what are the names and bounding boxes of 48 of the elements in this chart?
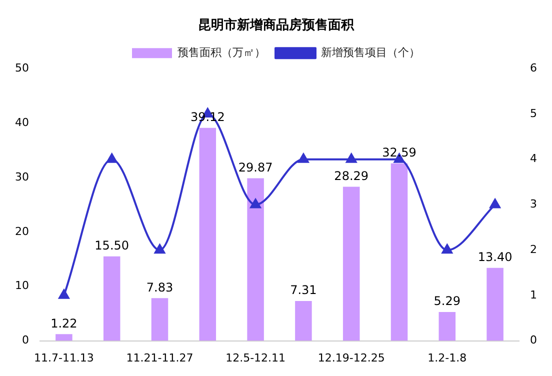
- point: [442, 244, 452, 254]
- bar: [247, 178, 264, 341]
- chart-title: 昆明市新增商品房预售面积: [198, 17, 355, 34]
- y-tick-label: 10: [14, 279, 29, 292]
- y-tick-label: 20: [14, 224, 29, 238]
- y2-tick-label: 5: [530, 106, 537, 120]
- y-tick-label: 0: [22, 334, 29, 347]
- bar: [103, 256, 120, 341]
- y2-tick-label: 3: [530, 198, 537, 211]
- point: [490, 198, 500, 208]
- data-label: 29.87: [238, 160, 273, 174]
- x-tick-label: 11.7-11.13: [34, 351, 94, 364]
- legend-label: 预售面积（万㎡）: [178, 46, 266, 59]
- bar: [295, 301, 312, 341]
- y-tick-label: 40: [14, 116, 29, 129]
- point: [154, 244, 166, 254]
- x-tick-label: 1.2-1.8: [428, 351, 467, 364]
- bar: [486, 268, 504, 341]
- y2-tick-label: 1: [530, 288, 537, 302]
- data-label: 7.31: [290, 283, 317, 298]
- y2-tick-label: 2: [530, 242, 537, 256]
- data-label: 5.29: [434, 294, 461, 308]
- point: [298, 153, 309, 163]
- point: [250, 198, 261, 208]
- data-label: 7.83: [146, 280, 174, 294]
- point: [346, 153, 357, 163]
- bar: [199, 128, 216, 341]
- y-tick-label: 50: [14, 61, 29, 74]
- bar: [342, 186, 360, 341]
- bar: [151, 298, 168, 341]
- data-label: 28.29: [334, 168, 369, 183]
- bar: [56, 334, 72, 341]
- point: [106, 153, 118, 163]
- data-label: 32.59: [382, 146, 416, 160]
- y2-tick-label: 6: [530, 61, 537, 74]
- data-label: 15.50: [94, 238, 130, 253]
- point: [58, 289, 70, 299]
- bar: [438, 312, 456, 341]
- x-tick-label: 11.21-11.27: [126, 351, 194, 364]
- data-label: 1.22: [50, 316, 78, 330]
- y-tick-label: 30: [14, 170, 29, 184]
- y2-tick-label: 4: [530, 152, 537, 166]
- x-tick-label: 12.5-12.11: [226, 351, 286, 364]
- x-tick-label: 12.19-12.25: [318, 351, 385, 364]
- legend-label: 新增预售项目（个）: [321, 46, 420, 59]
- data-label: 13.40: [478, 250, 512, 264]
- y2-tick-label: 0: [530, 334, 537, 347]
- bar: [390, 163, 408, 341]
